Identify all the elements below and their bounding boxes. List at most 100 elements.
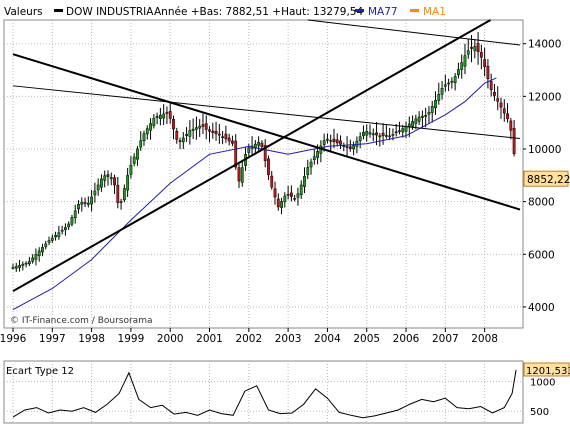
candle-body [293, 198, 297, 200]
candle-body [398, 130, 401, 132]
candle-body [260, 142, 264, 147]
candle-body [57, 232, 61, 238]
candle-body [54, 235, 57, 238]
candle-body [489, 81, 493, 90]
candle-body [329, 140, 333, 142]
candle-body [34, 254, 38, 260]
candle-body [214, 130, 218, 135]
candle-body [483, 59, 487, 67]
candle-body [463, 55, 467, 67]
x-tick-label: 1999 [118, 333, 145, 345]
candle-body [306, 167, 310, 176]
candle-body [90, 196, 94, 205]
candle-body [326, 138, 329, 141]
candle-body [21, 263, 25, 266]
candle-body [24, 262, 28, 265]
candle-body [401, 128, 405, 133]
candle-body [18, 265, 21, 268]
candle-body [371, 133, 375, 136]
x-tick-label: 2001 [196, 333, 223, 345]
sub-last-value-box [523, 362, 570, 377]
chart-header: Valeurs DOW INDUSTRIA Année +Bas: 7882,5… [0, 0, 570, 20]
candle-body [345, 146, 349, 148]
candle-body [499, 102, 503, 108]
candle-body [224, 133, 228, 140]
x-tick-label: 1998 [78, 333, 105, 345]
candle-body [103, 175, 107, 181]
x-tick-label: 2008 [471, 333, 498, 345]
candle-body [47, 240, 51, 243]
candle-body [453, 76, 457, 83]
x-tick-label: 1997 [39, 333, 66, 345]
x-tick-label: 2004 [314, 333, 341, 345]
candle-body [368, 132, 372, 135]
sub-last-value-marker: 1201,533 [523, 362, 570, 377]
header-label-valeurs: Valeurs [4, 6, 43, 18]
candle-body [67, 223, 71, 228]
candle-body [100, 178, 103, 188]
candle-body [473, 46, 477, 51]
candle-body [257, 141, 261, 146]
candle-body [122, 188, 126, 201]
x-axis: 1996 1997 1998 1999 2000 2001 2002 2003 2004 2005… [0, 328, 498, 345]
candle-body [126, 175, 130, 191]
stddev-line [12, 369, 517, 419]
candle-body [64, 227, 67, 230]
candle-body [27, 261, 31, 265]
candle-body [407, 123, 411, 127]
candle-body [267, 158, 270, 176]
candle-body [50, 237, 54, 241]
sub-y-axis: 500 1000 [530, 378, 555, 419]
candle-body [198, 125, 202, 129]
x-tick-label: 2005 [353, 333, 380, 345]
candle-body [434, 100, 437, 109]
header-label-stats: Année +Bas: 7882,51 +Haut: 13279,54 [154, 6, 363, 18]
candle-body [172, 119, 175, 130]
trendline-2 [12, 53, 521, 211]
candle-body [37, 250, 41, 256]
candle-body [31, 257, 35, 262]
candle-body [378, 135, 382, 138]
y-tick-label: 8000 [528, 197, 555, 209]
trendline-1 [12, 19, 492, 293]
candle-body [136, 148, 139, 160]
candle-body [289, 192, 293, 197]
candle-body [93, 190, 97, 196]
candle-body [191, 128, 195, 131]
candle-body [227, 137, 231, 142]
candle-body [168, 111, 172, 119]
candle-body [201, 124, 205, 127]
candle-body [335, 139, 339, 144]
sub-plot-frame [3, 360, 524, 424]
candle-body [11, 267, 15, 269]
header-label-instrument: DOW INDUSTRIA [66, 6, 154, 18]
main-grid [4, 20, 523, 328]
candle-body [384, 135, 388, 137]
candle-body [506, 113, 509, 120]
candle-body [237, 167, 241, 182]
candle-body [362, 132, 365, 137]
candle-body [299, 184, 303, 196]
main-plot-frame [3, 19, 524, 329]
instrument-legend-swatch [54, 9, 63, 12]
candle-body [80, 202, 84, 205]
y-tick-label: 6000 [528, 249, 555, 261]
candle-body [509, 120, 513, 131]
candle-body [391, 134, 395, 136]
last-value-box [523, 170, 569, 187]
candle-body [116, 184, 120, 203]
x-tick-label: 2003 [275, 333, 302, 345]
candle-body [502, 108, 506, 114]
candle-body [388, 135, 392, 138]
x-tick-label: 2000 [157, 333, 184, 345]
candle-body [145, 128, 149, 135]
sub-y-tick-label: 500 [530, 407, 549, 418]
candle-body [70, 217, 74, 225]
candle-body [280, 201, 283, 208]
candle-body [83, 202, 87, 204]
candle-body [512, 128, 516, 155]
candle-body [375, 132, 378, 136]
candle-body [132, 156, 136, 164]
candle-body [479, 52, 483, 58]
candle-body [352, 145, 356, 150]
